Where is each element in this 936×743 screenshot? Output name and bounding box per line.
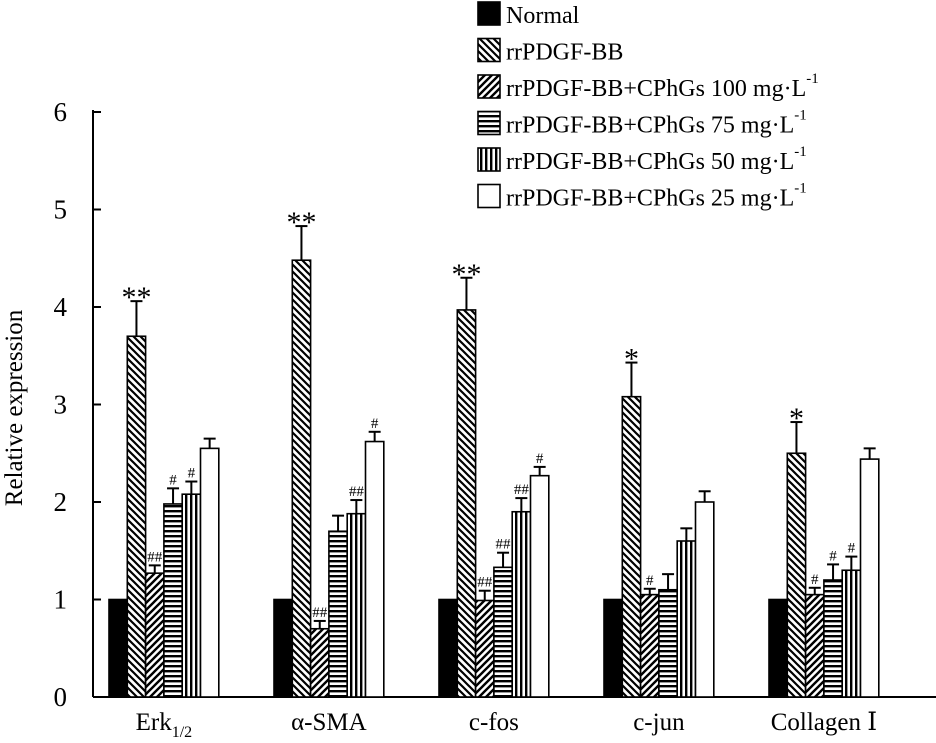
bar (273, 598, 294, 698)
legend-label: rrPDGF-BB+CPhGs 25 mg·L-1 (506, 181, 807, 212)
legend-swatch (477, 110, 501, 136)
significance-label: ## (147, 549, 163, 565)
y-tick-label: 6 (54, 97, 68, 127)
significance-label: ## (477, 575, 493, 591)
significance-label: # (169, 472, 177, 488)
legend-swatch (477, 147, 501, 172)
significance-label: ## (349, 484, 365, 500)
y-tick-label: 3 (54, 390, 68, 420)
bar (658, 588, 679, 698)
legend-label: rrPDGF-BB (506, 40, 623, 66)
y-tick-label: 4 (54, 292, 68, 322)
bar (438, 598, 459, 698)
significance-label: ## (496, 537, 512, 553)
bar (768, 598, 789, 698)
bar (364, 440, 385, 698)
bar (181, 493, 202, 698)
significance-label: ** (451, 258, 481, 291)
significance-label: ## (514, 482, 530, 498)
legend: Normal rrPDGF-BB rrPDGF-BB+CPhGs 100 mg·L-… (477, 1, 819, 212)
legend-label: rrPDGF-BB+CPhGs 50 mg·L-1 (506, 144, 807, 175)
bar (804, 593, 825, 698)
significance-label: # (829, 548, 837, 564)
x-tick-label: c-fos (469, 709, 519, 736)
bar (328, 530, 348, 698)
bar (676, 540, 697, 698)
bar (309, 627, 330, 698)
bar (639, 593, 660, 698)
y-axis-label: Relative expression (1, 309, 28, 506)
bar (694, 501, 715, 698)
bar (144, 572, 165, 698)
bar (841, 569, 862, 698)
y-tick-label: 5 (54, 195, 68, 225)
legend-label: Normal (506, 3, 580, 29)
bars-layer: **### #Erk1/2**#####α-SMA**#######c-fos*#… (108, 206, 880, 741)
significance-label: # (188, 466, 196, 482)
x-tick-label: c-jun (633, 709, 685, 736)
bar (786, 452, 807, 698)
x-tick-label: Erk1/2 (136, 709, 193, 741)
legend-label: rrPDGF-BB+CPhGs 75 mg·L-1 (506, 108, 807, 139)
significance-label: * (789, 402, 804, 435)
y-tick-label: 1 (54, 585, 68, 615)
significance-label: # (848, 541, 856, 557)
bar (511, 510, 532, 698)
bar (163, 503, 183, 698)
y-tick-label: 2 (54, 487, 68, 517)
bar (603, 598, 624, 698)
significance-label: ** (286, 206, 316, 239)
bar (493, 566, 513, 698)
legend-swatch (477, 74, 501, 99)
significance-label: # (371, 416, 379, 432)
bar (291, 259, 312, 698)
bar (126, 335, 147, 698)
bar (346, 512, 367, 698)
bar (108, 598, 129, 698)
significance-label: * (624, 343, 639, 376)
legend-swatch (477, 1, 501, 26)
legend-label: rrPDGF-BB+CPhGs 100 mg·L-1 (506, 71, 819, 102)
bar (474, 599, 495, 698)
significance-label: # (536, 451, 544, 467)
bar (199, 447, 220, 698)
bar (529, 474, 550, 698)
significance-label: ** (121, 281, 151, 314)
bar (859, 458, 880, 698)
significance-label: ## (312, 605, 328, 621)
significance-label: # (811, 572, 819, 588)
bar (621, 395, 642, 698)
legend-swatch (477, 183, 501, 209)
y-tick-label: 0 (54, 682, 68, 712)
legend-swatch (477, 37, 501, 63)
bar (823, 579, 844, 698)
significance-label: # (646, 573, 654, 589)
x-tick-label: α-SMA (291, 709, 367, 736)
x-tick-label: Collagen Ⅰ (771, 709, 877, 736)
bar (456, 309, 477, 698)
